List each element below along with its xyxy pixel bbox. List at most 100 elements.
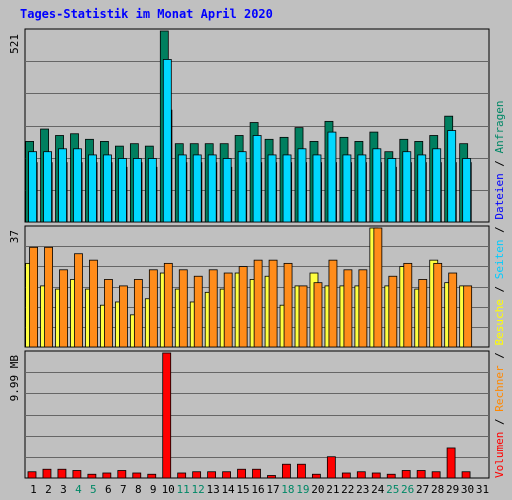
bar-volumen-day-28	[431, 471, 441, 479]
bar-volumen-day-7	[117, 470, 127, 479]
bar-volumen-day-6	[102, 472, 112, 479]
bar-rechner-day-26	[403, 262, 413, 348]
bar-volumen-day-14	[222, 471, 231, 479]
bar-seiten-day-20	[312, 154, 322, 223]
x-tick-label-day-13: 13	[206, 483, 219, 496]
x-tick-label-day-21: 21	[326, 483, 339, 496]
bar-rechner-day-15	[238, 266, 248, 348]
x-tick-label-day-30: 30	[461, 483, 474, 496]
x-tick-label-day-9: 9	[150, 483, 157, 496]
bar-rechner-day-6	[104, 279, 113, 348]
bar-seiten-day-3	[58, 148, 67, 223]
legend-item-volumen: Volumen	[493, 432, 506, 478]
bar-volumen-day-18	[282, 463, 291, 479]
chart-title: Tages-Statistik im Monat April 2020	[20, 7, 273, 21]
x-tick-label-day-31: 31	[476, 483, 489, 496]
x-tick-label-day-18: 18	[281, 483, 294, 496]
bar-rechner-day-28	[433, 262, 443, 348]
bar-volumen-day-15	[237, 468, 246, 479]
bar-volumen-day-4	[72, 470, 82, 479]
bar-seiten-day-17	[267, 154, 277, 223]
legend-item-anfragen: Anfragen	[493, 100, 506, 153]
x-tick-label-day-10: 10	[162, 483, 175, 496]
legend-item-seiten: Seiten	[493, 240, 506, 280]
legend-item-besuche: Besuche	[493, 299, 506, 345]
bar-seiten-day-26	[402, 151, 412, 223]
bar-rechner-day-13	[208, 269, 218, 348]
legend: Volumen / Rechner / Besuche / Seiten / D…	[493, 100, 506, 478]
x-tick-label-day-28: 28	[431, 483, 444, 496]
x-tick-label-day-16: 16	[251, 483, 264, 496]
legend-separator: /	[493, 220, 506, 240]
x-tick-label-day-23: 23	[356, 483, 369, 496]
legend-separator: /	[493, 346, 506, 366]
bar-rechner-day-2	[44, 246, 53, 348]
bar-seiten-day-15	[237, 151, 247, 223]
bar-rechner-day-4	[74, 253, 83, 348]
bar-seiten-day-12	[192, 154, 202, 223]
x-tick-label-day-24: 24	[371, 483, 385, 496]
bar-seiten-day-22	[342, 154, 352, 223]
bar-seiten-day-4	[73, 148, 82, 223]
legend-separator: /	[493, 412, 506, 432]
x-tick-label-day-29: 29	[446, 483, 459, 496]
bar-seiten-day-7	[118, 158, 127, 223]
bar-rechner-day-20	[313, 282, 323, 348]
bar-volumen-day-27	[416, 470, 426, 479]
x-tick-label-day-3: 3	[60, 483, 67, 496]
bar-seiten-day-13	[207, 154, 217, 223]
bar-volumen-day-23	[356, 471, 366, 479]
bar-seiten-day-24	[372, 148, 382, 223]
bar-seiten-day-27	[417, 154, 427, 223]
bar-seiten-day-28	[432, 148, 442, 223]
bar-rechner-day-22	[343, 269, 353, 348]
bar-volumen-day-5	[87, 473, 97, 479]
bar-seiten-day-19	[297, 148, 307, 223]
bar-volumen-day-29	[446, 447, 456, 479]
bar-seiten-day-10	[162, 59, 172, 223]
bar-rechner-day-14	[223, 272, 233, 348]
axis-max-label-volume: 9.99 MB	[8, 355, 21, 402]
bar-rechner-day-30	[463, 285, 473, 348]
bar-volumen-day-25	[386, 473, 396, 479]
x-tick-label-day-8: 8	[135, 483, 142, 496]
bar-rechner-day-12	[193, 275, 203, 348]
bar-seiten-day-9	[147, 158, 157, 223]
x-tick-label-day-1: 1	[30, 483, 37, 496]
bar-rechner-day-10	[163, 262, 173, 348]
bar-volumen-day-17	[267, 475, 276, 479]
x-tick-label-day-14: 14	[221, 483, 235, 496]
bar-rechner-day-25	[388, 275, 398, 348]
bar-rechner-day-17	[268, 259, 278, 348]
bar-rechner-day-19	[298, 285, 308, 348]
bar-rechner-day-9	[148, 269, 158, 348]
bar-rechner-day-29	[448, 272, 458, 348]
bar-rechner-day-3	[59, 269, 68, 348]
x-tick-label-day-7: 7	[120, 483, 127, 496]
bar-volumen-day-9	[147, 473, 157, 479]
bar-seiten-day-5	[88, 154, 97, 223]
bar-rechner-day-7	[119, 285, 128, 348]
axis-max-label-visits: 37	[8, 230, 21, 243]
bar-rechner-day-8	[133, 279, 143, 348]
bar-volumen-day-16	[252, 468, 261, 479]
bar-rechner-day-5	[89, 259, 98, 348]
bar-volumen-day-22	[341, 472, 351, 479]
bar-seiten-day-30	[462, 158, 472, 223]
bar-rechner-day-16	[253, 259, 263, 348]
bar-seiten-day-21	[327, 131, 337, 223]
legend-separator: /	[493, 153, 506, 173]
bar-seiten-day-18	[282, 154, 292, 223]
bar-seiten-day-11	[177, 154, 187, 223]
bar-rechner-day-27	[418, 279, 428, 348]
x-tick-label-day-20: 20	[311, 483, 324, 496]
axis-max-label-hits: 521	[8, 34, 21, 54]
x-tick-label-day-22: 22	[341, 483, 354, 496]
bar-rechner-day-21	[328, 259, 338, 348]
bar-seiten-day-8	[132, 158, 142, 223]
bar-seiten-day-25	[387, 158, 397, 223]
bar-seiten-day-14	[222, 158, 232, 223]
bar-seiten-day-2	[43, 151, 52, 223]
x-tick-label-day-6: 6	[105, 483, 112, 496]
bar-seiten-day-16	[252, 135, 262, 223]
